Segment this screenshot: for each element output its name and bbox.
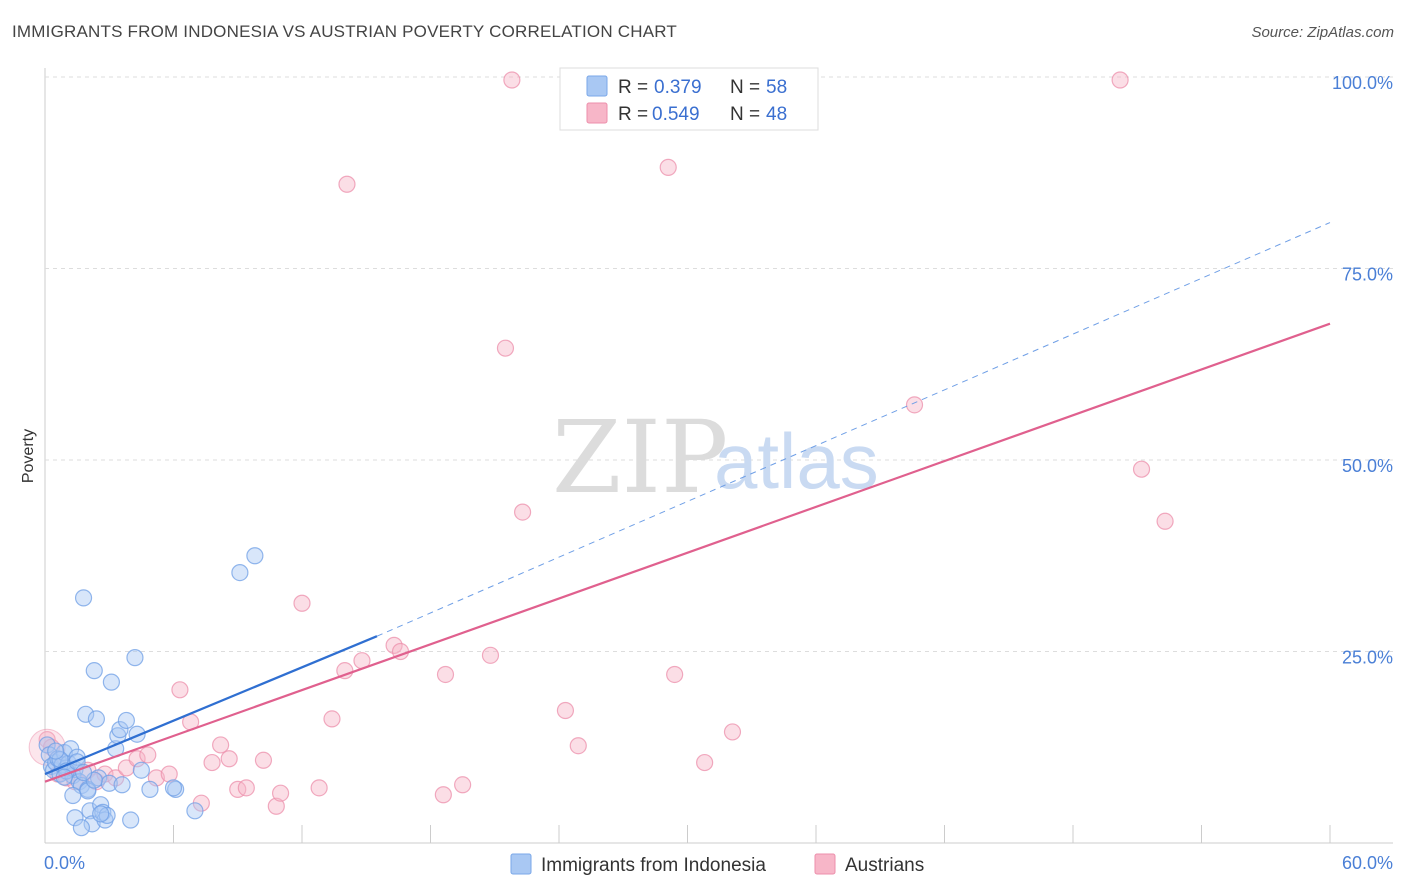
trend-line-indonesia [44,635,378,776]
austrians-point-35 [481,646,500,664]
legend-swatch-austrians [586,102,608,124]
indonesia-point-33 [111,721,129,739]
austrians-point-36 [496,339,515,357]
indonesia-point-55 [92,805,110,823]
chart-source: Source: ZipAtlas.com [1251,24,1394,41]
indonesia-point-41 [186,802,204,820]
austrians-point-28 [336,662,354,680]
legend-bottom-label-indonesia: Immigrants from Indonesia [541,855,766,876]
austrians-point-top-1 [1111,71,1129,89]
y-tick-label-100: 100.0% [1332,73,1393,93]
austrians-point-40 [666,665,684,684]
austrians-point-39 [569,737,587,755]
austrians-point-47 [659,158,677,176]
austrians-point-32 [434,786,452,804]
indonesia-point-17 [74,589,93,607]
austrians-point-42 [723,723,742,741]
trend-line-indonesia-extension [376,222,1331,637]
austrians-point-22 [254,751,273,769]
austrians-point-30 [385,636,403,654]
austrians-point-44 [1132,460,1151,478]
indonesia-point-18 [77,705,95,723]
austrians-point-38 [556,701,575,720]
trend-line-austrians [44,322,1331,783]
indonesia-point-54 [64,786,82,805]
chart-title: IMMIGRANTS FROM INDONESIA VS AUSTRIAN PO… [12,22,677,41]
legend-bottom-swatch-indonesia [510,853,532,875]
legend-n-label-1: N = [730,77,760,98]
indonesia-point-39 [141,780,159,798]
indonesia-point-22 [85,662,103,680]
x-tick-label-min: 0.0% [44,853,85,873]
legend-bottom-swatch-austrians [814,853,836,875]
indonesia-point-53 [47,742,65,760]
y-tick-label-50: 50.0% [1342,456,1393,476]
austrians-point-25 [293,594,311,612]
legend-n-value-1: 58 [766,77,787,98]
austrians-point-46 [338,175,356,193]
legend-r-label-2: R = [618,104,648,125]
austrians-point-45 [1156,512,1174,530]
x-ticks [173,825,1331,843]
watermark-atlas: atlas [714,417,879,505]
legend-swatch-indonesia [586,75,608,97]
y-tick-label-75: 75.0% [1342,265,1393,285]
indonesia-point-34 [117,711,135,730]
austrians-point-27 [323,710,341,728]
legend-n-value-2: 48 [766,104,787,125]
indonesia-point-28 [98,806,116,825]
austrians-point-43 [905,396,924,414]
watermark-zip: ZIP [552,399,728,516]
austrians-point-19 [220,750,238,768]
indonesia-point-56 [164,779,183,797]
legend-r-label-1: R = [618,77,648,98]
y-axis-label: Poverty [20,429,37,483]
indonesia-point-20 [81,802,99,820]
austrians-point-23 [267,797,285,815]
indonesia-point-44 [66,809,84,827]
austrians-point-34 [454,776,472,794]
legend-bottom: Immigrants from Indonesia Austrians [510,853,924,876]
austrians-point-13 [160,765,178,783]
austrians-point-top-0 [503,71,521,89]
indonesia-point-42 [231,564,249,582]
indonesia-point-37 [132,761,150,779]
legend-top: R = 0.379 N = 58 R = 0.549 N = 48 [559,67,819,131]
legend-n-label-2: N = [730,104,760,125]
legend-bottom-label-austrians: Austrians [845,855,924,876]
y-tick-label-25: 25.0% [1342,648,1393,668]
x-tick-label-max: 60.0% [1342,853,1393,873]
austrians-point-20 [229,780,247,798]
indonesia-point-38 [122,811,140,829]
indonesia-point-45 [72,819,91,837]
y-tick-labels: 25.0% 50.0% 75.0% 100.0% [1332,73,1393,668]
austrians-point-24 [271,784,290,802]
indonesia-point-43 [246,547,264,565]
indonesia-point-23 [87,710,106,728]
austrians-point-33 [436,665,455,684]
austrians-point-21 [237,779,255,797]
indonesia-point-52 [113,776,131,794]
austrians-point-41 [696,753,714,772]
legend-r-value-1: 0.379 [654,77,702,98]
austrians-point-26 [310,779,328,797]
austrians-point-14 [171,681,189,699]
austrians-point-37 [513,503,532,521]
austrians-point-17 [203,753,221,772]
austrians-point-18 [212,736,230,754]
indonesia-point-30 [102,673,120,691]
series-indonesia-points [38,547,264,837]
indonesia-point-35 [126,649,144,667]
trend-lines [44,222,1331,783]
austrians-point-11 [139,746,157,764]
legend-r-value-2: 0.549 [652,104,700,125]
